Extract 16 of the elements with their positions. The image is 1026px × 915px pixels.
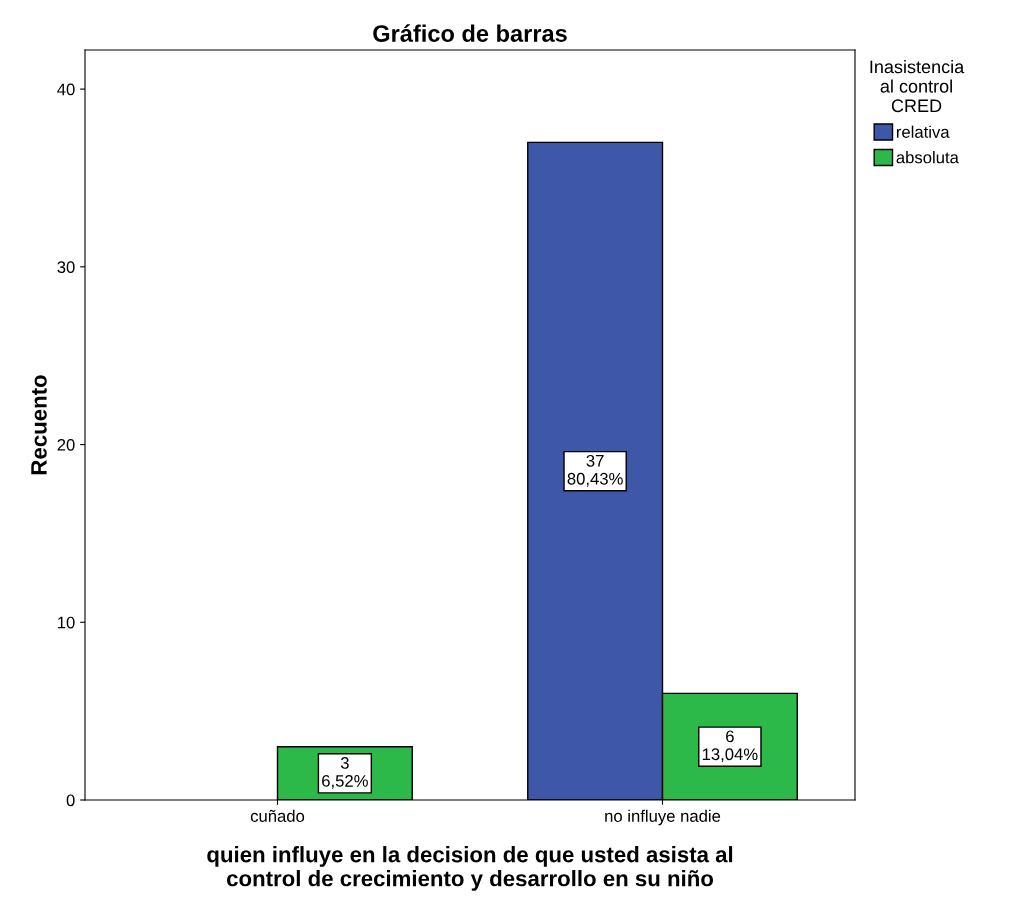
legend-label: relativa: [896, 125, 950, 138]
y-tick-label: 0: [66, 794, 75, 807]
data-label: 37 80,43%: [567, 454, 623, 487]
data-label: 6 13,04%: [702, 730, 758, 763]
y-tick-label: 10: [58, 616, 75, 629]
y-tick-label: 30: [57, 261, 75, 274]
chart-title: Gráfico de barras: [373, 24, 567, 42]
y-tick-label: 40: [57, 83, 75, 96]
y-axis-title: Recuento: [31, 375, 47, 475]
legend-label: absoluta: [896, 151, 959, 164]
x-tick-label: no influye nadie: [605, 809, 721, 826]
x-tick-label: cuñado: [250, 809, 305, 822]
x-axis-title: quien influye en la decision de que usted asista al control de crecimiento y desarrollo en su niño: [207, 846, 733, 891]
data-label: 3 6,52%: [322, 757, 368, 789]
legend-title: Inasistencia al control CRED: [870, 60, 965, 113]
y-tick-label: 20: [57, 438, 75, 451]
